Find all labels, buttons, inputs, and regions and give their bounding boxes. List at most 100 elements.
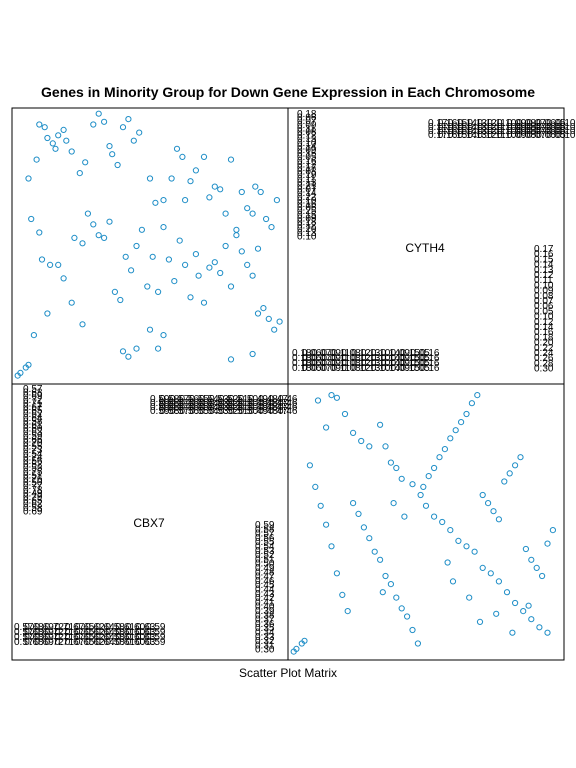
scatter-point: [293, 645, 300, 653]
tick-label: 0.61: [116, 627, 136, 638]
scatter-point: [328, 392, 335, 399]
scatter-point: [377, 556, 384, 563]
tick-label: 0.57: [170, 406, 190, 417]
scatter-point: [146, 326, 154, 333]
scatter-point: [398, 605, 405, 612]
tick-label: 0.07: [297, 185, 317, 196]
scatter-point: [371, 548, 378, 555]
tick-label: 0.11: [487, 118, 506, 129]
tick-label: 0.50: [255, 559, 275, 570]
scatter-point: [379, 589, 386, 596]
scatter-point: [476, 618, 484, 626]
tick-label: 0.71: [55, 627, 75, 638]
tick-label: 0.07: [312, 363, 332, 374]
tick-label: 0.52: [219, 394, 239, 405]
tick-label: 0.07: [312, 358, 332, 369]
scatter-point: [227, 356, 235, 363]
tick-label: 0.11: [534, 275, 553, 286]
tick-label: 0.15: [448, 126, 468, 137]
scatter-point: [387, 459, 394, 466]
scatter-point: [55, 261, 62, 268]
tick-label: 0.63: [136, 632, 156, 643]
tick-label: 0.51: [229, 394, 249, 405]
tick-label: 0.06: [297, 113, 317, 124]
tick-label: 0.30: [255, 645, 275, 656]
tick-label: 0.18: [297, 109, 317, 120]
scatter-point: [506, 470, 513, 477]
tick-label: 0.05: [410, 353, 430, 364]
scatter-point: [447, 435, 454, 442]
tick-label: 0.34: [255, 628, 275, 639]
tick-label: 0.58: [160, 406, 180, 417]
tick-label: 0.64: [95, 627, 115, 638]
scatter-point: [422, 502, 430, 509]
tick-label: 0.36: [255, 619, 275, 630]
tick-label: 0.59: [150, 398, 170, 409]
scatter-point: [119, 348, 127, 355]
scatter-point: [144, 283, 151, 290]
tick-label: 0.62: [85, 632, 105, 643]
scatter-point: [254, 245, 262, 252]
tick-label: 0.78: [23, 485, 43, 496]
scatter-point: [25, 175, 32, 182]
scatter-point: [49, 140, 56, 147]
panel-top-right-diagonal: 0.180.060.070.090.110.080.120.130.100.14…: [292, 109, 576, 375]
scatter-point: [133, 242, 140, 250]
tick-label: 0.61: [116, 622, 136, 633]
tick-label: 0.49: [23, 488, 43, 499]
tick-label: 0.12: [351, 363, 371, 374]
tick-label: 0.13: [467, 122, 487, 133]
tick-label: 0.10: [297, 195, 317, 206]
scatter-point: [366, 443, 373, 450]
scatter-point: [404, 613, 411, 620]
scatter-point: [528, 616, 535, 623]
tick-label: 0.69: [23, 391, 43, 402]
scatter-point: [195, 272, 202, 279]
tick-label: 0.08: [517, 126, 537, 137]
tick-label: 0.20: [297, 224, 317, 235]
tick-label: 0.56: [180, 398, 200, 409]
tick-label: 0.18: [292, 353, 312, 364]
tick-label: 0.08: [341, 348, 361, 359]
tick-label: 0.57: [170, 398, 190, 409]
scatter-point: [344, 608, 351, 615]
tick-label: 0.05: [546, 118, 566, 129]
tick-label: 0.54: [23, 449, 43, 460]
tick-label: 0.54: [199, 398, 219, 409]
tick-label: 0.08: [341, 363, 361, 374]
tick-label: 0.46: [255, 576, 275, 587]
tick-label: 0.54: [199, 406, 219, 417]
tick-label: 0.08: [341, 358, 361, 369]
tick-label: 0.65: [75, 637, 95, 648]
scatter-point: [192, 251, 199, 258]
scatter-point: [301, 637, 308, 644]
tick-label: 0.60: [23, 424, 43, 435]
tick-label: 0.14: [534, 260, 554, 271]
scatter-point: [238, 248, 245, 255]
tick-label: 0.56: [180, 402, 200, 413]
tick-label: 0.62: [85, 627, 105, 638]
tick-label: 0.57: [255, 529, 275, 540]
scatter-point: [30, 332, 38, 339]
tick-label: 0.71: [23, 398, 43, 409]
tick-label: 0.10: [371, 353, 391, 364]
scatter-point: [233, 232, 240, 239]
tick-label: 0.16: [534, 327, 554, 338]
scatter-point: [549, 527, 557, 534]
tick-label: 0.18: [534, 332, 554, 343]
tick-label: 0.51: [229, 406, 249, 417]
scatter-point: [119, 124, 127, 131]
scatter-point: [263, 215, 270, 223]
tick-label: 0.60: [126, 632, 146, 643]
tick-label: 0.17: [428, 122, 448, 133]
scatter-point: [182, 197, 189, 204]
tick-label: 0.17: [534, 244, 554, 255]
scatter-point: [111, 288, 119, 295]
tick-label: 0.61: [23, 420, 43, 431]
tick-label: 0.62: [85, 637, 105, 648]
scatter-point: [192, 167, 199, 174]
tick-label: 0.65: [75, 622, 95, 633]
tick-label: 0.40: [255, 602, 275, 613]
tick-label: 0.15: [448, 130, 468, 141]
scatter-point: [525, 602, 532, 609]
